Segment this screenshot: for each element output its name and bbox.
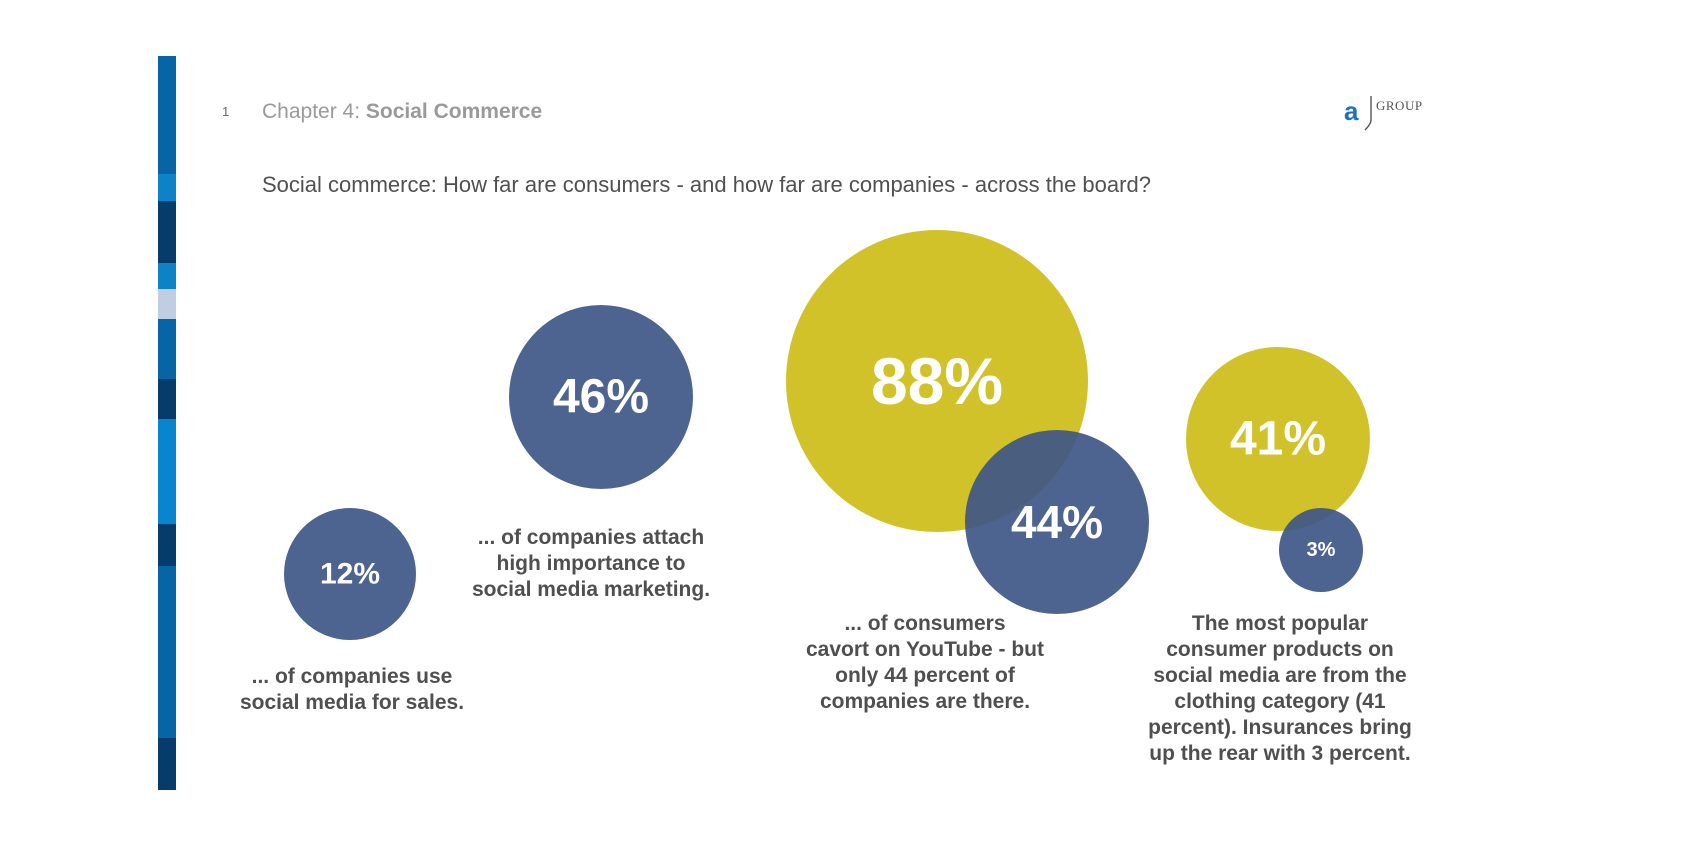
logo-mark: a — [1344, 96, 1359, 126]
bubble-label-88: 88% — [871, 344, 1003, 418]
side-bar-segment — [158, 289, 176, 319]
chapter-prefix: Chapter 4: — [262, 100, 366, 123]
caption-line: The most popular — [1191, 612, 1369, 635]
bubble-46 — [509, 305, 693, 489]
caption-line: ... of consumers — [844, 612, 1006, 635]
side-bar-segment — [158, 738, 176, 790]
logo-bracket-icon — [1364, 96, 1372, 131]
bubble-3 — [1279, 508, 1363, 592]
caption-line: cavort on YouTube - but — [806, 638, 1044, 661]
side-bar-segment — [158, 319, 176, 379]
caption-line: ... of companies attach — [477, 526, 705, 549]
chapter-heading: Chapter 4: Social Commerce — [262, 100, 542, 124]
company-logo: a GROUP — [1344, 94, 1444, 134]
bubble-label-3: 3% — [1307, 539, 1336, 561]
bubble-label-41: 41% — [1230, 413, 1326, 466]
side-bar-segment — [158, 419, 176, 524]
caption-88-44: ... of consumers cavort on YouTube - but o… — [790, 611, 1060, 715]
side-bar-segment — [158, 201, 176, 263]
caption-46: ... of companies attach high importance t… — [456, 525, 726, 603]
side-bar-segment — [158, 56, 176, 174]
caption-41-3: The most popular consumer products on soci… — [1130, 611, 1430, 767]
side-accent-bar — [158, 56, 176, 790]
slide-subtitle: Social commerce: How far are consumers -… — [262, 172, 1151, 197]
bubble-label-12: 12% — [320, 558, 380, 591]
side-bar-segment — [158, 566, 176, 738]
caption-line: up the rear with 3 percent. — [1149, 742, 1411, 765]
bubble-label-44: 44% — [1011, 496, 1103, 548]
page-number: 1 — [222, 104, 230, 119]
caption-line: percent). Insurances bring — [1148, 716, 1412, 739]
side-bar-segment — [158, 263, 176, 289]
caption-line: social media marketing. — [471, 578, 711, 601]
caption-12: ... of companies use social media for sal… — [232, 664, 472, 716]
caption-line: ... of companies use — [251, 665, 453, 688]
caption-line: clothing category (41 — [1174, 690, 1386, 713]
caption-line: companies are there. — [819, 690, 1031, 713]
side-bar-segment — [158, 174, 176, 201]
bubble-label-46: 46% — [553, 371, 649, 424]
side-bar-segment — [158, 524, 176, 566]
caption-line: social media for sales. — [239, 691, 465, 714]
side-bar-segment — [158, 379, 176, 419]
caption-line: social media are from the — [1153, 664, 1407, 687]
bubble-44 — [965, 430, 1149, 614]
caption-line: consumer products on — [1166, 638, 1394, 661]
caption-line: only 44 percent of — [835, 664, 1015, 687]
logo-word: GROUP — [1376, 98, 1423, 113]
bubble-41 — [1186, 347, 1370, 531]
caption-line: high importance to — [496, 552, 686, 575]
chapter-title: Social Commerce — [365, 100, 543, 123]
bubble-12 — [284, 508, 416, 640]
